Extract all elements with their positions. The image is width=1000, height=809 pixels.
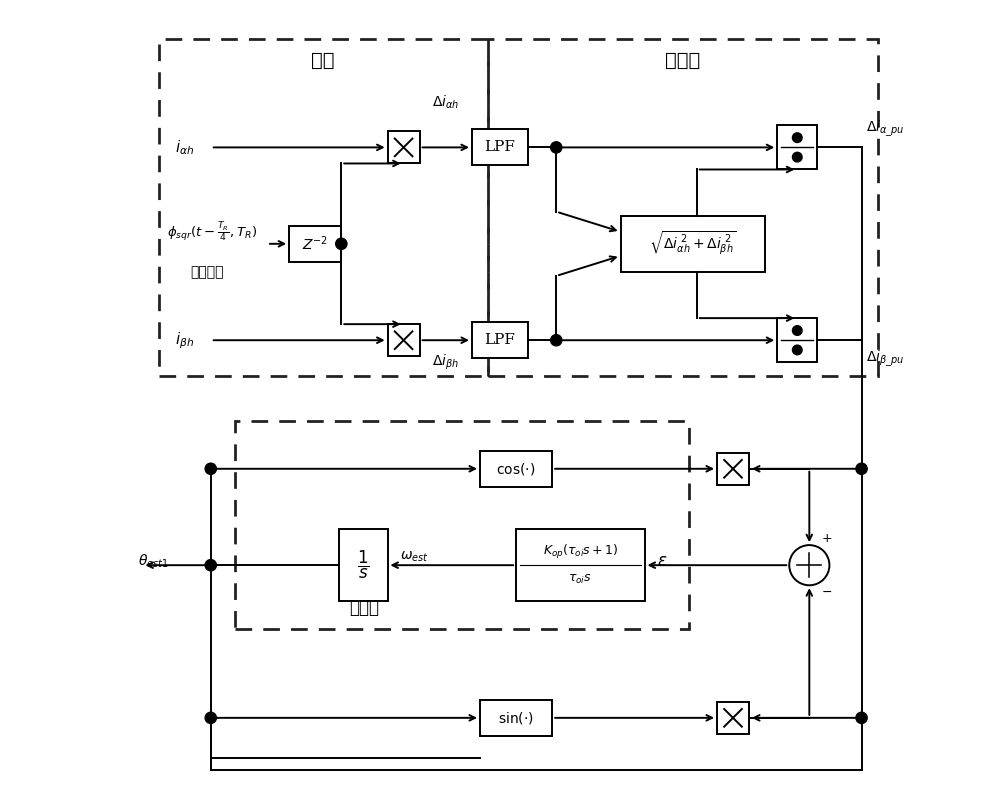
Circle shape bbox=[551, 142, 562, 153]
Text: 解调: 解调 bbox=[311, 51, 335, 70]
Text: LPF: LPF bbox=[485, 333, 515, 347]
Circle shape bbox=[856, 463, 867, 474]
Text: 观测器: 观测器 bbox=[350, 599, 380, 617]
Text: $+$: $+$ bbox=[821, 532, 833, 545]
Circle shape bbox=[792, 345, 802, 355]
Text: $\cos(\cdot)$: $\cos(\cdot)$ bbox=[496, 461, 536, 477]
Text: $\Delta i_{\beta\_pu}$: $\Delta i_{\beta\_pu}$ bbox=[866, 348, 904, 369]
Text: $K_{op}(\tau_{oi}s+1)$: $K_{op}(\tau_{oi}s+1)$ bbox=[543, 543, 618, 561]
Bar bbox=[777, 125, 817, 170]
Bar bbox=[235, 421, 689, 629]
Bar bbox=[480, 451, 552, 487]
Circle shape bbox=[551, 335, 562, 346]
Text: $\Delta i_{\alpha\_pu}$: $\Delta i_{\alpha\_pu}$ bbox=[866, 119, 904, 139]
Text: $\varepsilon$: $\varepsilon$ bbox=[657, 553, 667, 570]
Text: $\phi_{sqr}(t-\frac{T_R}{4},T_R)$: $\phi_{sqr}(t-\frac{T_R}{4},T_R)$ bbox=[167, 220, 257, 244]
Text: $\Delta i_{\alpha h}$: $\Delta i_{\alpha h}$ bbox=[432, 94, 459, 112]
Bar bbox=[480, 700, 552, 736]
Text: $\dfrac{1}{s}$: $\dfrac{1}{s}$ bbox=[357, 549, 370, 582]
Bar bbox=[339, 529, 388, 601]
Circle shape bbox=[856, 712, 867, 723]
Bar bbox=[717, 701, 749, 734]
Bar bbox=[388, 131, 420, 163]
Text: 延时补偿: 延时补偿 bbox=[191, 265, 224, 279]
Circle shape bbox=[792, 152, 802, 162]
Bar bbox=[159, 39, 488, 376]
Text: $i_{\alpha h}$: $i_{\alpha h}$ bbox=[175, 138, 194, 157]
Bar bbox=[777, 318, 817, 362]
Bar bbox=[388, 324, 420, 356]
Text: $i_{\beta h}$: $i_{\beta h}$ bbox=[175, 330, 194, 350]
Bar bbox=[621, 216, 765, 272]
Circle shape bbox=[205, 463, 216, 474]
Circle shape bbox=[336, 238, 347, 249]
Circle shape bbox=[205, 560, 216, 571]
Text: $-$: $-$ bbox=[821, 585, 833, 599]
Text: 归一化: 归一化 bbox=[665, 51, 700, 70]
Bar bbox=[472, 129, 528, 166]
Circle shape bbox=[792, 326, 802, 335]
Bar bbox=[488, 39, 878, 376]
Text: $\Delta i_{\beta h}$: $\Delta i_{\beta h}$ bbox=[432, 352, 459, 371]
Circle shape bbox=[792, 133, 802, 142]
Text: $\tau_{oi}s$: $\tau_{oi}s$ bbox=[568, 573, 592, 587]
Text: $\omega_{est}$: $\omega_{est}$ bbox=[400, 550, 428, 565]
Text: LPF: LPF bbox=[485, 141, 515, 155]
Bar bbox=[717, 453, 749, 485]
Bar bbox=[472, 322, 528, 358]
Text: $\theta_{est1}$: $\theta_{est1}$ bbox=[138, 553, 169, 570]
Text: $Z^{-2}$: $Z^{-2}$ bbox=[302, 235, 328, 253]
Bar bbox=[289, 226, 341, 262]
Text: $\sin(\cdot)$: $\sin(\cdot)$ bbox=[498, 709, 534, 726]
Circle shape bbox=[205, 712, 216, 723]
Circle shape bbox=[789, 545, 829, 585]
Text: $\sqrt{\Delta i_{\alpha h}^{\ 2}+\Delta i_{\beta h}^{\ 2}}$: $\sqrt{\Delta i_{\alpha h}^{\ 2}+\Delta … bbox=[649, 231, 737, 257]
Bar bbox=[516, 529, 645, 601]
